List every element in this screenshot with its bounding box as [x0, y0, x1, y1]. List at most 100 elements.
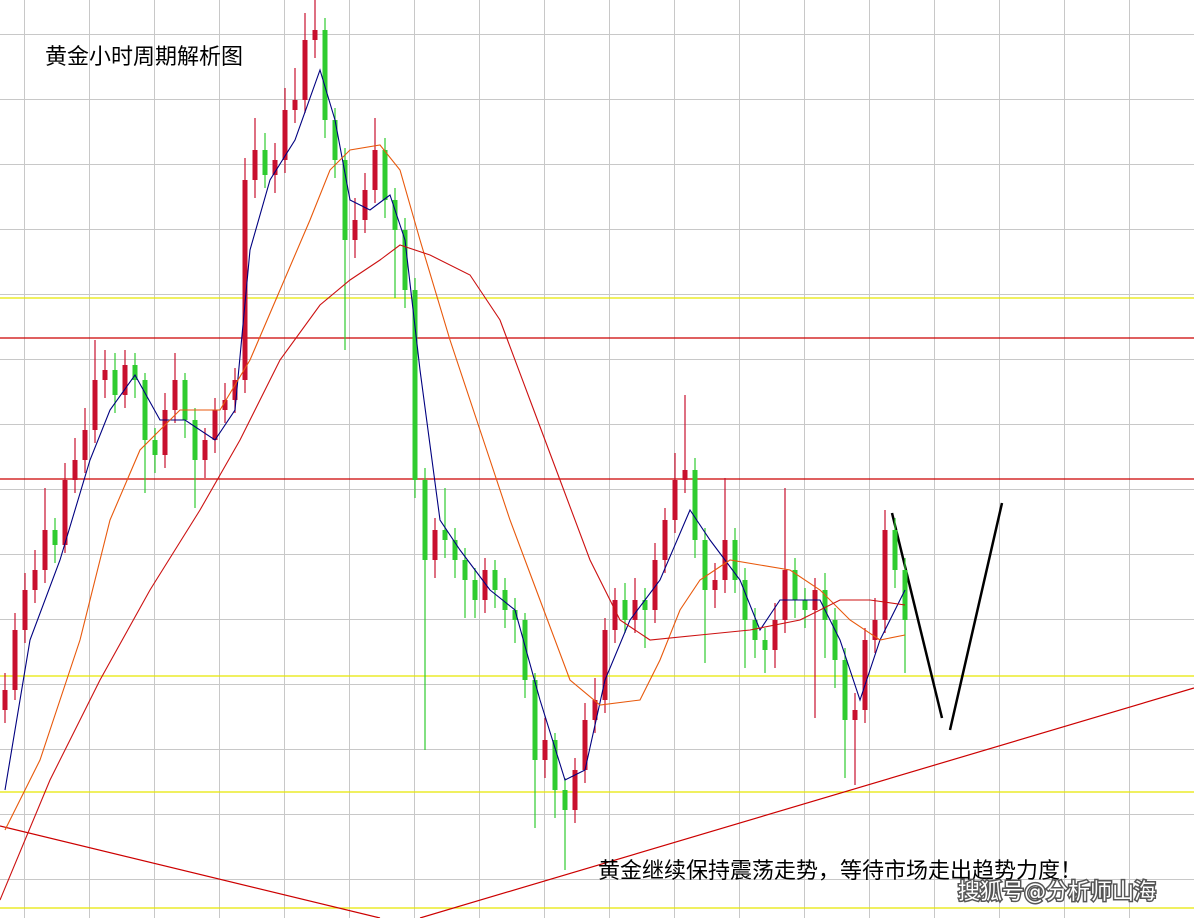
candle-body — [512, 610, 518, 620]
candle-body — [582, 720, 588, 770]
candle-body — [412, 290, 418, 480]
candle-body — [322, 30, 328, 120]
candle-body — [102, 370, 108, 380]
candle-body — [152, 440, 158, 455]
candle-body — [92, 380, 98, 430]
candle-body — [602, 630, 608, 700]
candle-body — [162, 410, 168, 455]
candle-body — [632, 600, 638, 620]
candle-body — [872, 620, 878, 640]
candle-body — [12, 630, 18, 690]
candle-body — [172, 380, 178, 410]
candle-body — [822, 590, 828, 620]
candle-body — [482, 570, 488, 600]
candle-body — [612, 600, 618, 630]
candle-body — [192, 420, 198, 460]
candle-body — [712, 580, 718, 590]
candle-body — [902, 570, 908, 620]
candle-body — [72, 460, 78, 480]
candle-body — [832, 620, 838, 660]
candle-body — [122, 365, 128, 395]
candle-body — [592, 700, 598, 720]
candle-body — [302, 40, 308, 100]
candle-body — [332, 120, 338, 160]
trend-line — [419, 687, 1194, 918]
chart-title: 黄金小时周期解析图 — [45, 45, 243, 70]
candle-body — [742, 580, 748, 620]
candle-body — [352, 220, 358, 240]
moving-average — [4, 144, 906, 831]
candle-body — [462, 560, 468, 580]
candle-body — [382, 150, 388, 200]
candle-body — [802, 600, 808, 610]
candle-body — [782, 570, 788, 620]
candle-body — [762, 640, 768, 650]
moving-average — [0, 244, 906, 901]
candle-body — [422, 480, 428, 560]
candle-body — [132, 365, 138, 380]
candle-body — [772, 620, 778, 650]
candle-body — [182, 380, 188, 420]
candle-body — [692, 470, 698, 540]
candle-body — [852, 710, 858, 720]
candle-body — [212, 410, 218, 440]
trend-line — [0, 825, 381, 918]
candle-body — [622, 600, 628, 620]
candle-body — [432, 530, 438, 560]
candle-body — [492, 570, 498, 590]
candle-body — [562, 790, 568, 810]
candle-body — [32, 570, 38, 590]
moving-average — [4, 68, 906, 791]
candle-body — [42, 530, 48, 570]
candle-body — [532, 680, 538, 760]
candle-body — [892, 530, 898, 570]
candle-body — [142, 380, 148, 440]
candle-body — [372, 150, 378, 190]
candle-body — [522, 620, 528, 680]
candle-body — [292, 100, 298, 110]
candle-body — [52, 530, 58, 545]
candle-body — [202, 440, 208, 460]
candle-body — [112, 370, 118, 395]
candle-body — [662, 520, 668, 560]
candle-body — [342, 160, 348, 240]
candle-body — [402, 230, 408, 290]
candle-body — [572, 770, 578, 810]
moving-averages — [0, 68, 906, 901]
trend-line — [948, 502, 1004, 731]
candle-body — [502, 590, 508, 610]
overlay-lines — [0, 297, 1194, 918]
candle-body — [82, 430, 88, 460]
candle-body — [702, 540, 708, 590]
candle-body — [282, 110, 288, 160]
candle-body — [862, 640, 868, 710]
candle-body — [552, 740, 558, 790]
candle-body — [452, 540, 458, 560]
candle-body — [652, 560, 658, 610]
candle-body — [362, 190, 368, 220]
candle-body — [472, 580, 478, 600]
candle-body — [2, 690, 8, 710]
candle-body — [312, 30, 318, 40]
watermark: 搜狐号@分析师山海 — [958, 880, 1156, 905]
candle-body — [842, 660, 848, 720]
candle-body — [392, 200, 398, 230]
candle-body — [682, 470, 688, 480]
candle-body — [672, 480, 678, 520]
trend-line — [890, 512, 944, 719]
candle-body — [752, 620, 758, 640]
candle-body — [442, 530, 448, 540]
candle-body — [272, 160, 278, 175]
candle-body — [792, 570, 798, 600]
candle-body — [232, 380, 238, 400]
annotation: 黄金继续保持震荡走势，等待市场走出趋势力度！ — [598, 859, 1082, 884]
candle-body — [22, 590, 28, 630]
candle-body — [882, 530, 888, 620]
candle-body — [542, 740, 548, 760]
candles — [2, 0, 908, 870]
candle-body — [732, 540, 738, 580]
candle-body — [222, 400, 228, 410]
candle-body — [242, 180, 248, 380]
